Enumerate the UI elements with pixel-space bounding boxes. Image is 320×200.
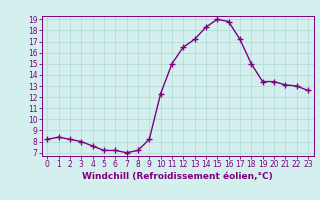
X-axis label: Windchill (Refroidissement éolien,°C): Windchill (Refroidissement éolien,°C) (82, 172, 273, 181)
